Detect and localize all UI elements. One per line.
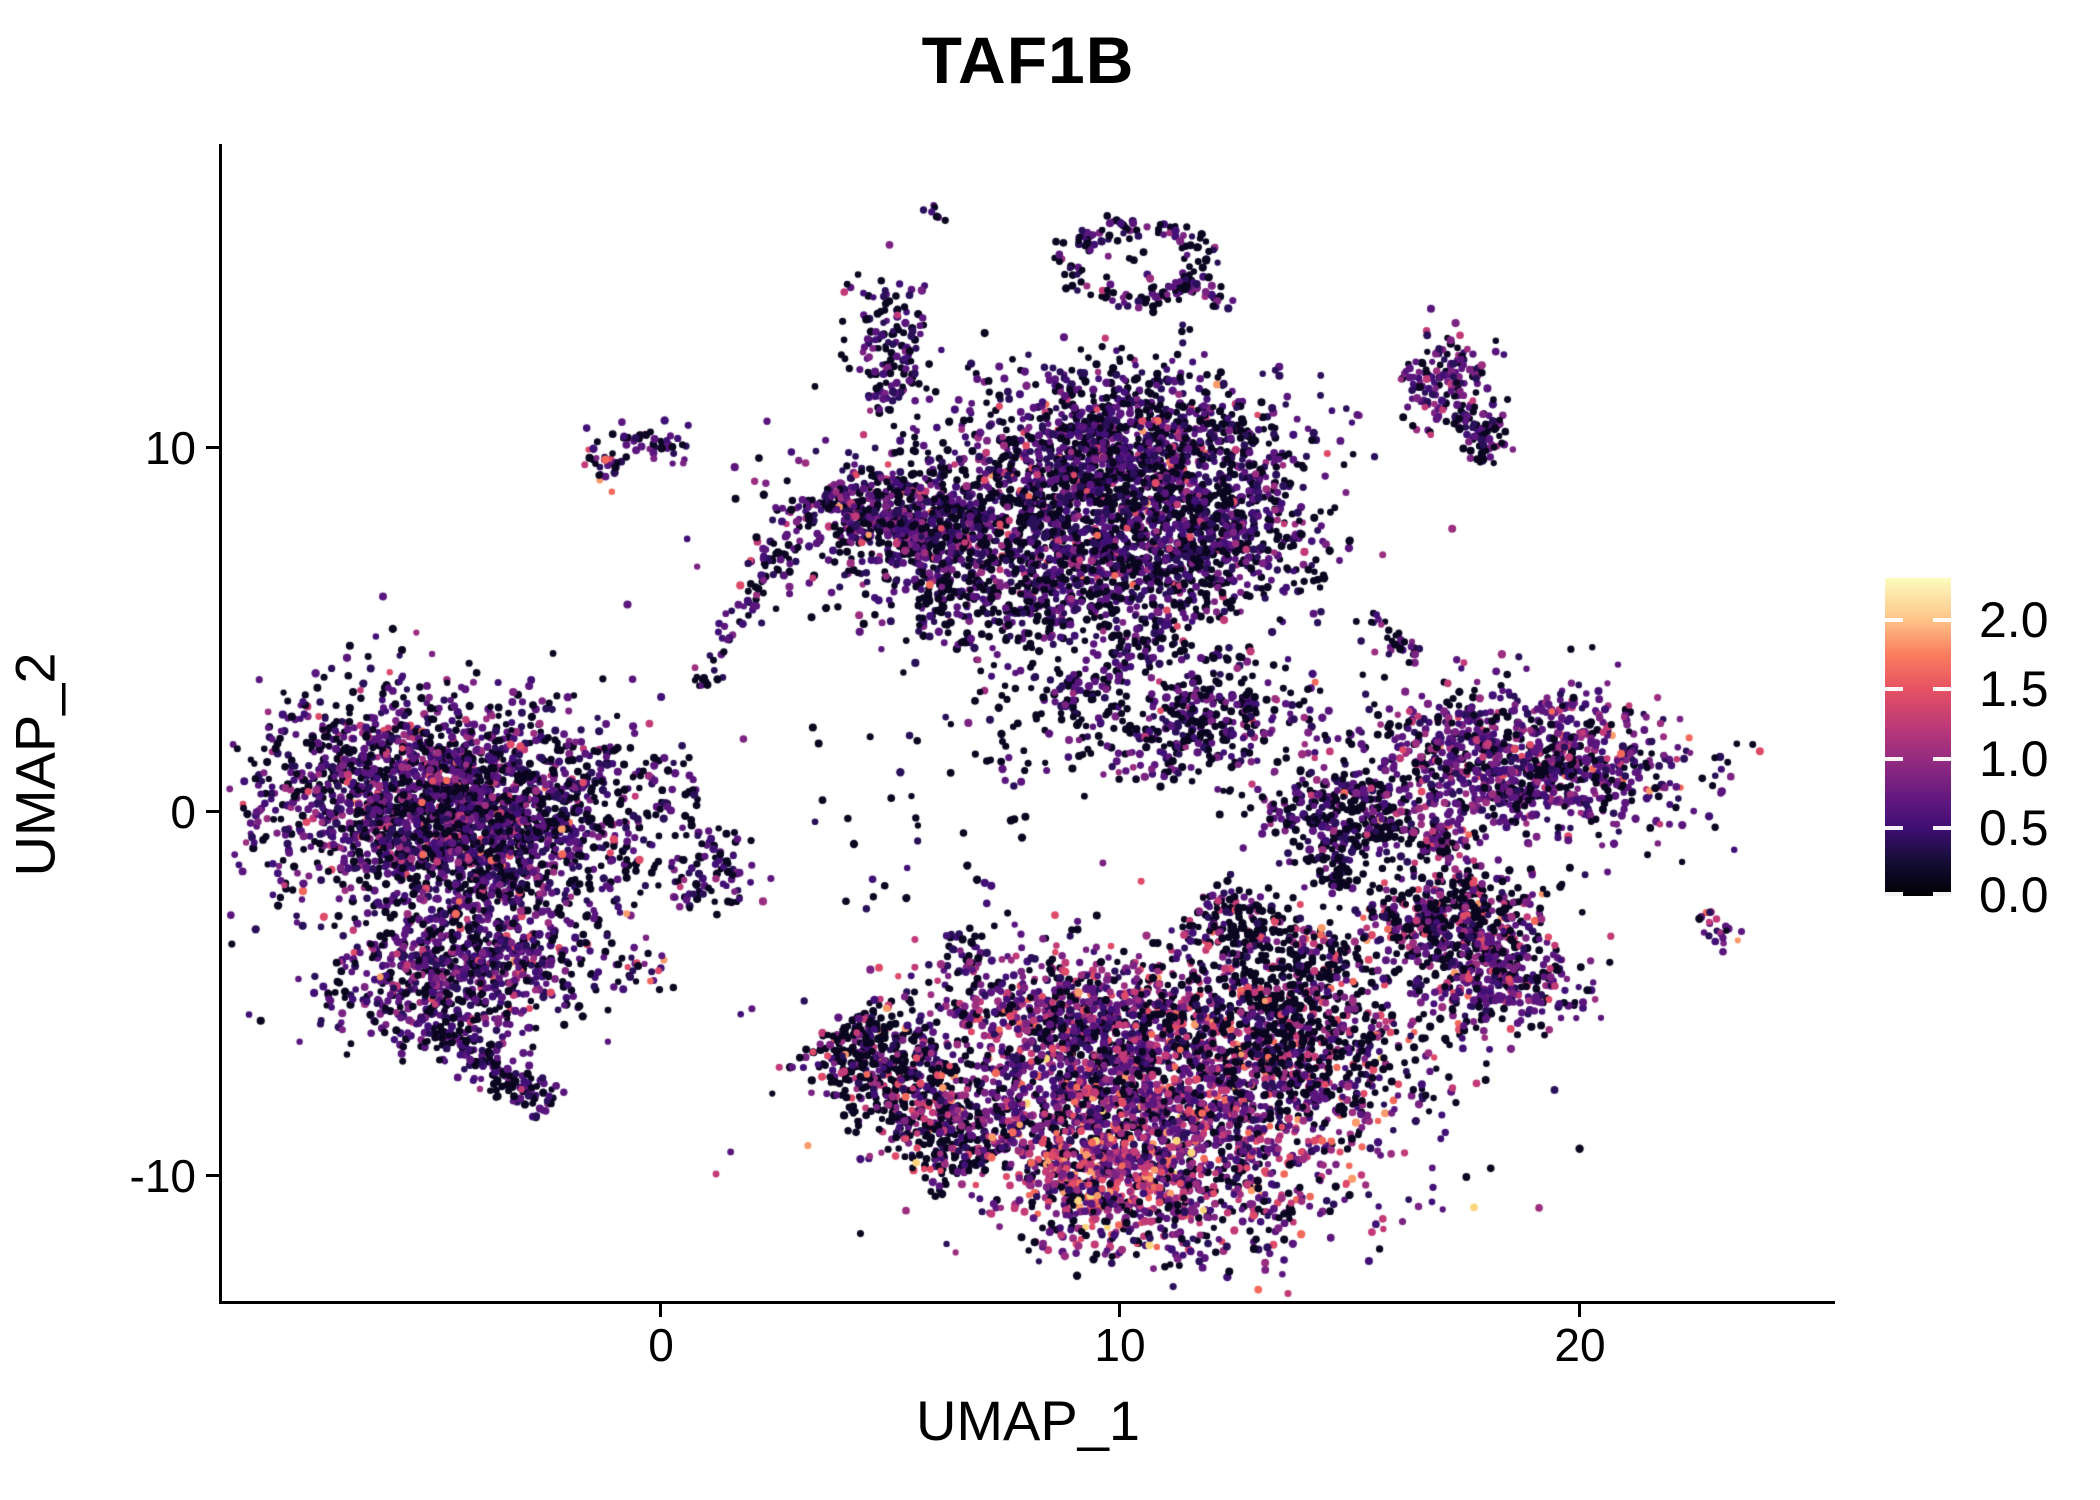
- colorbar-tick-1.0r: [1933, 757, 1951, 761]
- y-tick-neg10: [206, 1174, 219, 1177]
- colorbar-tick-0.5r: [1933, 826, 1951, 830]
- y-tick-label-neg10: -10: [129, 1150, 196, 1202]
- x-tick-20: [1578, 1304, 1581, 1317]
- x-tick-label-0: 0: [648, 1319, 674, 1371]
- colorbar-tick-1.5r: [1933, 687, 1951, 691]
- colorbar-tick-0.0: [1885, 892, 1903, 896]
- x-tick-0: [659, 1304, 662, 1317]
- y-axis-title: UMAP_2: [3, 652, 67, 877]
- colorbar-tick-2.0r: [1933, 618, 1951, 622]
- plot-title: TAF1B: [921, 23, 1135, 97]
- colorbar-tick-1.5: [1885, 687, 1903, 691]
- colorbar-tick-1.0: [1885, 757, 1903, 761]
- x-axis-line: [219, 1301, 1835, 1304]
- colorbar-label-1.0: 1.0: [1979, 731, 2049, 787]
- y-tick-label-10: 10: [144, 422, 196, 474]
- y-axis-line: [219, 144, 222, 1304]
- colorbar-tick-0.0r: [1933, 892, 1951, 896]
- colorbar-tick-2.0: [1885, 618, 1903, 622]
- colorbar-gradient: [1885, 578, 1951, 896]
- colorbar-label-1.5: 1.5: [1979, 661, 2049, 717]
- colorbar-tick-0.5: [1885, 826, 1903, 830]
- y-tick-label-0: 0: [170, 786, 196, 838]
- expression-colorbar-legend: 2.0 1.5 1.0 0.5 0.0: [1885, 578, 2049, 922]
- y-tick-10: [206, 446, 219, 449]
- x-axis-title: UMAP_1: [915, 1389, 1141, 1452]
- x-tick-label-10: 10: [1094, 1319, 1146, 1371]
- colorbar-label-0.5: 0.5: [1979, 800, 2049, 856]
- x-tick-label-20: 20: [1554, 1319, 1606, 1371]
- colorbar-label-2.0: 2.0: [1979, 592, 2049, 648]
- y-tick-0: [206, 810, 219, 813]
- colorbar-label-0.0: 0.0: [1979, 867, 2049, 923]
- x-tick-10: [1118, 1304, 1121, 1317]
